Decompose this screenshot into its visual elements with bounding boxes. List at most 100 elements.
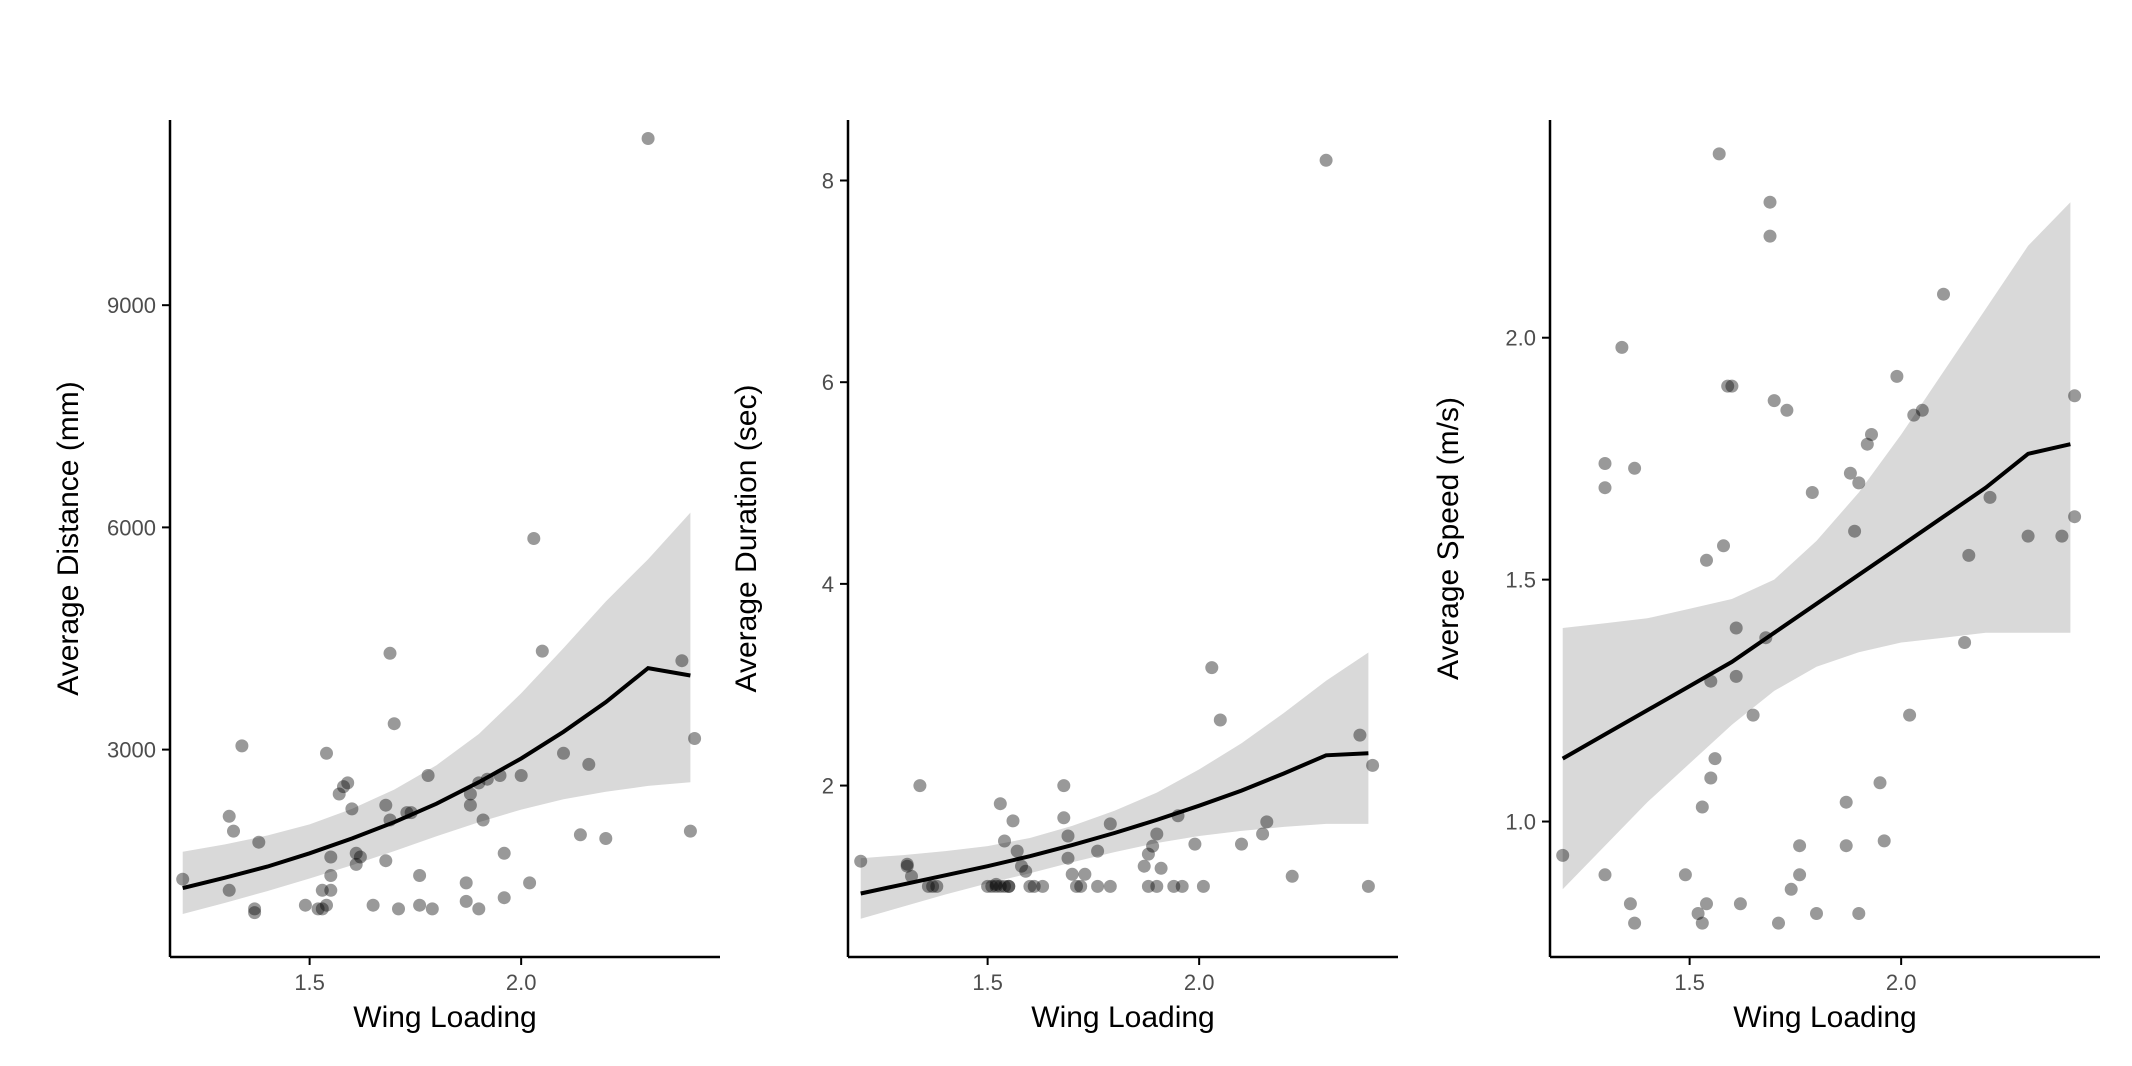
data-point [320, 746, 333, 760]
confidence-band-layer [1562, 202, 2071, 890]
data-point [1598, 457, 1612, 470]
data-point [1793, 839, 1807, 853]
data-point [2068, 389, 2082, 403]
data-point [1141, 879, 1155, 893]
data-point [1036, 879, 1050, 893]
data-points-layer [176, 132, 702, 920]
data-point [1628, 916, 1642, 930]
data-point [413, 869, 427, 882]
data-point [998, 879, 1011, 893]
x-tick-label: 1.5 [972, 970, 1003, 995]
confidence-band [1562, 202, 2071, 890]
data-point [1103, 879, 1117, 893]
data-point [1260, 815, 1274, 829]
data-point [345, 802, 359, 816]
data-point [1873, 776, 1887, 790]
y-tick-label: 3000 [107, 738, 156, 763]
data-point [905, 869, 918, 883]
data-point [1780, 403, 1794, 417]
data-point [366, 898, 380, 912]
data-point [459, 876, 473, 890]
data-point [1907, 408, 1921, 422]
data-point [1319, 153, 1333, 167]
data-point [353, 850, 367, 864]
data-point [1793, 868, 1807, 882]
data-point [1061, 829, 1075, 843]
y-tick-label: 8 [822, 169, 834, 194]
y-tick-label: 2 [822, 774, 834, 799]
axes-layer: 1.5 2.0 3000 6000 9000 [107, 120, 720, 995]
data-point [675, 654, 689, 668]
data-point [1366, 758, 1380, 772]
data-point [985, 879, 999, 893]
y-tick-label: 4 [822, 572, 834, 597]
data-point [1767, 394, 1781, 408]
data-point [1695, 916, 1709, 930]
data-point [1213, 713, 1227, 727]
data-point [472, 902, 486, 916]
data-point [379, 854, 393, 868]
confidence-band [182, 512, 691, 914]
data-point [573, 828, 587, 842]
data-point [993, 797, 1007, 811]
data-point [383, 646, 397, 660]
panel-average-speed: 1.5 2.0 1.0 1.5 2.0 Wing Loading Average Spe… [1432, 120, 2100, 1034]
data-point [989, 877, 1003, 891]
data-point [341, 776, 355, 790]
data-point [1903, 708, 1917, 722]
data-point [921, 879, 935, 893]
x-axis-title: Wing Loading [1733, 1001, 1916, 1034]
data-point [337, 780, 350, 794]
y-tick-label: 1.0 [1505, 810, 1536, 835]
data-point [1729, 621, 1743, 635]
panel-average-duration: 1.5 2.0 2 4 6 8 Wing Loading Average Duration… [730, 120, 1398, 1034]
data-point [298, 898, 312, 912]
data-point [535, 644, 549, 658]
data-point [998, 834, 1011, 848]
data-point [311, 902, 325, 916]
data-point [1061, 851, 1075, 865]
data-point [1074, 879, 1088, 893]
data-point [599, 832, 613, 845]
data-point [993, 879, 1007, 893]
data-point [1763, 229, 1777, 243]
data-point [1015, 859, 1028, 873]
data-point [1150, 827, 1164, 841]
data-point [1937, 287, 1950, 301]
data-point [248, 902, 262, 916]
confidence-band [860, 652, 1369, 919]
data-point [1065, 867, 1079, 881]
data-point [476, 813, 490, 827]
data-point [1678, 868, 1692, 882]
data-point [1843, 466, 1857, 480]
data-point [913, 779, 927, 793]
data-point [1865, 428, 1878, 441]
data-point [900, 857, 914, 871]
data-point [324, 883, 338, 897]
data-point [235, 739, 249, 753]
data-point [1006, 814, 1020, 828]
data-point [1721, 379, 1735, 393]
data-point [222, 883, 236, 897]
data-point [1091, 844, 1105, 858]
y-tick-label: 2.0 [1505, 326, 1536, 351]
confidence-band-layer [860, 652, 1369, 919]
x-tick-label: 2.0 [1184, 970, 1215, 995]
data-point [514, 769, 528, 782]
data-point [425, 902, 439, 916]
data-point [1852, 907, 1866, 920]
data-point [1852, 476, 1866, 490]
data-point [421, 769, 435, 782]
data-point [315, 902, 329, 916]
data-point [641, 132, 655, 145]
data-point [320, 898, 333, 912]
data-point [1188, 837, 1202, 851]
data-point [1091, 879, 1105, 893]
data-point [1027, 879, 1041, 893]
data-point [582, 757, 596, 771]
data-point [1733, 897, 1747, 911]
data-point [413, 898, 427, 912]
data-point [900, 859, 914, 873]
data-point [1784, 882, 1798, 896]
data-point [1598, 481, 1612, 495]
